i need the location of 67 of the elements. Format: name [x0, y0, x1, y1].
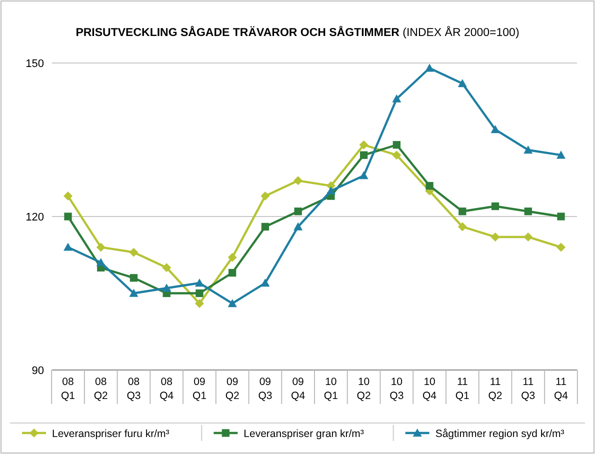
point — [260, 278, 270, 287]
point — [162, 263, 172, 272]
point — [228, 252, 237, 262]
point — [425, 64, 434, 72]
point — [392, 150, 402, 160]
chart-subtitle: (INDEX ÅR 2000=100) — [399, 25, 520, 39]
point — [359, 140, 368, 150]
x-tick-label: 10 Q2 — [356, 376, 371, 402]
point — [294, 222, 303, 230]
x-tick-label: 08 Q3 — [126, 376, 141, 402]
point — [458, 208, 466, 216]
point — [392, 141, 400, 149]
point — [260, 192, 270, 201]
point — [360, 151, 368, 159]
point — [524, 232, 533, 242]
point — [228, 298, 237, 308]
x-tick-label: 10 Q1 — [324, 376, 338, 402]
legend-label: Leveranspriser gran kr/m³ — [244, 428, 364, 440]
y-tick-label: 120 — [26, 212, 44, 224]
x-tick-label: 08 Q1 — [60, 376, 76, 402]
point — [294, 176, 303, 186]
chart-title: PRISUTVECKLING SÅGADE TRÄVAROR OCH SÅGTIMMER — [76, 25, 400, 39]
point — [557, 212, 565, 220]
point — [64, 242, 72, 251]
x-tick-label: 08 Q2 — [94, 376, 108, 402]
x-tick-label: 10 Q3 — [390, 376, 404, 402]
point — [228, 268, 236, 277]
point — [194, 278, 204, 287]
x-tick-label: 09 Q3 — [258, 376, 272, 402]
point — [524, 145, 533, 154]
y-tick-label: 90 — [32, 365, 44, 377]
x-tick-label: 09 Q4 — [291, 376, 306, 402]
x-tick-label: 09 Q2 — [225, 376, 240, 402]
point — [491, 202, 500, 210]
y-tick-label: 150 — [26, 58, 44, 70]
point — [64, 192, 72, 201]
point — [130, 274, 138, 282]
legend-label: Leveranspriser furu kr/m³ — [52, 428, 170, 440]
point — [556, 242, 566, 252]
x-tick-label: 10 Q4 — [422, 376, 437, 402]
point — [458, 78, 467, 88]
point — [294, 208, 302, 216]
point — [392, 94, 402, 102]
point — [96, 242, 106, 252]
point — [359, 171, 368, 180]
x-tick-label: 08 Q4 — [160, 376, 174, 402]
point — [196, 289, 204, 298]
x-tick-label: 11 Q4 — [554, 376, 568, 402]
legend-label: Sågtimmer region syd kr/m³ — [435, 428, 565, 440]
point — [426, 182, 434, 190]
point — [96, 258, 106, 266]
point — [129, 288, 138, 297]
point — [490, 125, 500, 134]
point — [129, 248, 138, 257]
point — [326, 186, 336, 195]
point — [64, 212, 72, 220]
x-tick-label: 11 Q2 — [488, 376, 502, 402]
x-tick-label: 11 Q3 — [521, 376, 536, 402]
point — [261, 222, 270, 231]
point — [524, 208, 532, 216]
point — [194, 298, 204, 308]
point — [162, 284, 172, 292]
x-tick-label: 09 Q1 — [192, 376, 207, 402]
x-tick-label: 11 Q1 — [455, 376, 470, 402]
point — [458, 222, 467, 232]
point — [490, 232, 500, 242]
point — [556, 150, 566, 159]
